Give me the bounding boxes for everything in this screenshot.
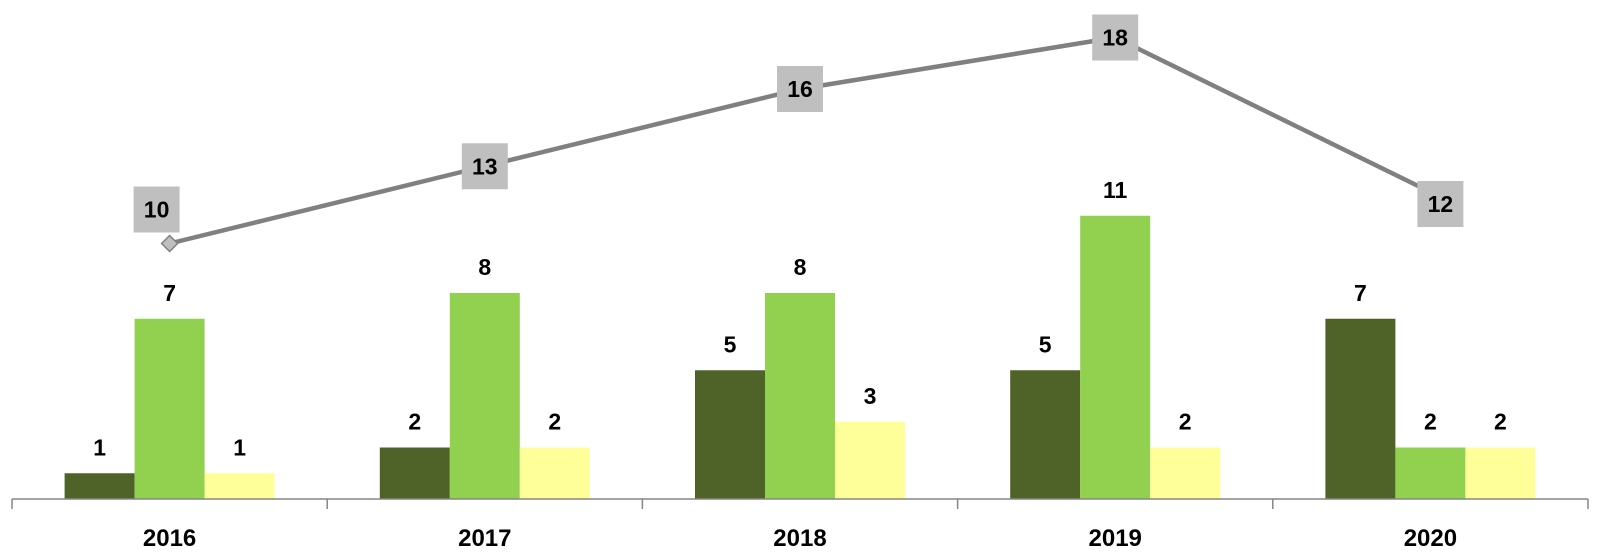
line-label-text: 13 xyxy=(472,153,498,179)
bar-data-label: 1 xyxy=(93,434,106,460)
x-axis xyxy=(11,498,1589,509)
category-labels: 2016 2017 2018 2019 2020 xyxy=(143,525,1457,552)
bar-data-label: 1 xyxy=(233,434,246,460)
line-data-label: 13 xyxy=(461,143,508,190)
line-label-text: 16 xyxy=(787,76,813,102)
bar xyxy=(204,473,275,499)
x-tick-label: 2016 xyxy=(143,525,196,552)
bar-data-label: 11 xyxy=(1103,177,1128,203)
line-label-box xyxy=(461,143,508,190)
bar xyxy=(134,318,205,499)
bar-data-label: 2 xyxy=(1494,409,1507,435)
x-tick-label: 2020 xyxy=(1404,525,1457,552)
bar-data-label: 7 xyxy=(1354,280,1367,306)
bar-data-label: 8 xyxy=(794,254,807,280)
bar-data-label: 8 xyxy=(478,254,491,280)
total-line-group: 10 13 16 18 12 xyxy=(133,14,1464,253)
line-label-box xyxy=(1417,181,1464,227)
line-data-label: 16 xyxy=(777,66,823,112)
bar-data-label: 2 xyxy=(548,409,561,435)
bar xyxy=(379,447,450,499)
bar xyxy=(519,447,590,499)
line-label-box xyxy=(1092,14,1139,61)
bar-data-label: 2 xyxy=(1424,409,1437,435)
line-data-label: 12 xyxy=(1417,181,1464,227)
bar xyxy=(1395,447,1466,499)
bar-data-label: 2 xyxy=(408,409,421,435)
line-label-box xyxy=(777,66,823,112)
line-label-text: 12 xyxy=(1428,191,1454,217)
bar xyxy=(1080,215,1151,499)
bar xyxy=(1010,370,1081,499)
bar xyxy=(1325,318,1396,499)
bar-data-label: 5 xyxy=(724,331,737,357)
bar-data-label: 2 xyxy=(1179,409,1192,435)
bar xyxy=(765,293,835,499)
bar xyxy=(1150,447,1221,499)
bar-data-label: 5 xyxy=(1039,331,1052,357)
bar xyxy=(1465,447,1536,499)
line-label-text: 18 xyxy=(1102,25,1128,51)
bar xyxy=(695,370,765,499)
bar xyxy=(835,421,905,499)
bar xyxy=(64,473,135,499)
x-tick-label: 2017 xyxy=(458,525,511,552)
line-data-label: 18 xyxy=(1092,14,1139,61)
line-label-box xyxy=(133,186,180,233)
line-point-marker xyxy=(160,234,179,253)
x-tick-label: 2019 xyxy=(1089,525,1142,552)
bar-data-label: 7 xyxy=(163,280,176,306)
line-data-label: 10 xyxy=(133,186,180,233)
bar-data-label: 3 xyxy=(864,383,877,409)
bar xyxy=(449,293,520,499)
x-tick-label: 2018 xyxy=(773,525,826,552)
line-label-text: 10 xyxy=(144,197,170,223)
